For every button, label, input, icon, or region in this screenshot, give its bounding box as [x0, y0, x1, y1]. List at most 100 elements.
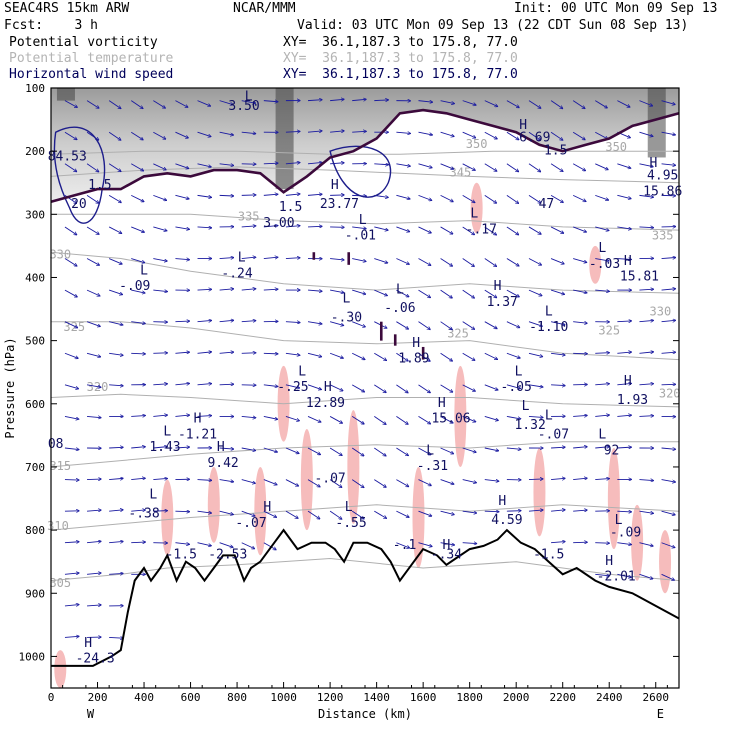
wind-vector — [617, 573, 631, 577]
wind-vector — [462, 321, 475, 330]
wind-vector — [639, 227, 653, 228]
wind-vector — [219, 320, 234, 321]
wind-vector — [109, 510, 123, 511]
hl-label: -24.3 — [76, 652, 115, 667]
theta-contour-350 — [50, 150, 679, 155]
field-theta-xy: XY= 36.1,187.3 to 175.8, 77.0 — [283, 51, 518, 66]
wind-vector — [329, 352, 343, 358]
x-tick-label: 2200 — [549, 691, 576, 704]
theta-label: 305 — [49, 576, 71, 590]
hl-label: L — [238, 251, 246, 266]
wind-vector — [551, 385, 565, 386]
wind-vector — [109, 573, 123, 574]
wind-vector — [131, 478, 145, 479]
wind-vector — [219, 100, 233, 105]
x-tick-label: 1800 — [456, 691, 483, 704]
hl-label: H — [605, 554, 613, 569]
header-center-title: NCAR/MMM — [233, 1, 296, 16]
negative-pv-region — [207, 466, 220, 543]
wind-vector — [329, 447, 342, 455]
wind-vector — [64, 289, 77, 297]
hl-label: 15.81 — [620, 270, 659, 285]
wind-vector — [396, 510, 409, 517]
wind-vector — [374, 289, 387, 295]
wind-vector — [153, 226, 166, 231]
wind-vector — [572, 100, 585, 109]
wind-vector — [595, 258, 609, 261]
hl-label: L — [345, 500, 353, 515]
terrain — [51, 528, 680, 667]
wind-vector — [153, 478, 167, 479]
wind-vector — [573, 226, 586, 232]
tropopause-line — [50, 108, 680, 203]
wind-vector — [418, 384, 430, 393]
hl-label: -.03 — [589, 257, 620, 272]
wind-vector — [352, 226, 366, 229]
wind-vector — [330, 289, 344, 293]
y-tick-label: 700 — [25, 461, 45, 474]
wind-vector — [329, 510, 342, 519]
y-tick-label: 1000 — [19, 650, 46, 663]
wind-vector — [307, 131, 322, 132]
negative-pv-region — [161, 479, 174, 556]
wind-vector — [396, 226, 409, 232]
wind-vector — [131, 289, 145, 293]
hl-label: -1.5 — [166, 548, 197, 563]
wind-vector — [462, 289, 475, 298]
theta-label: 350 — [466, 137, 488, 151]
wind-vector — [661, 320, 676, 321]
wind-vector — [64, 352, 78, 358]
wind-vector — [109, 385, 123, 386]
theta-label: 310 — [47, 519, 69, 533]
wind-vector — [130, 100, 143, 109]
hl-label: L — [470, 206, 478, 221]
hl-label: 15.86 — [643, 184, 682, 199]
hl-label: 84.53 — [48, 150, 87, 165]
theta-label: 330 — [650, 304, 672, 318]
hl-label: -.17 — [466, 222, 497, 237]
theta-contour-335 — [51, 213, 680, 231]
theta-contour-345 — [50, 166, 680, 184]
wind-vector — [595, 290, 609, 291]
theta-label: 330 — [49, 248, 71, 262]
wind-vector — [418, 131, 432, 135]
wind-vector — [175, 259, 189, 260]
wind-vector — [109, 447, 123, 448]
wind-vector — [197, 320, 212, 321]
wind-vector — [639, 289, 653, 290]
wind-vector — [506, 384, 521, 389]
wind-vector — [484, 100, 498, 107]
negative-pv-region — [254, 466, 267, 556]
wind-vector — [285, 258, 300, 259]
wind-vector — [396, 542, 409, 548]
wind-vector — [418, 194, 431, 200]
wind-vector — [285, 352, 300, 355]
wind-vector — [197, 131, 211, 136]
wind-vector — [374, 352, 386, 360]
wind-vector — [418, 226, 431, 233]
wind-vector — [506, 226, 519, 235]
wind-vector — [109, 637, 123, 638]
wind-vector — [219, 289, 234, 290]
wind-vector — [418, 321, 430, 330]
wind-vector — [528, 163, 541, 172]
wind-vector — [153, 131, 165, 139]
negative-pv-region — [659, 530, 672, 594]
wind-vector — [661, 289, 676, 290]
hl-label: 1.5 — [88, 178, 111, 193]
wind-vector — [352, 131, 366, 132]
field-pv-name: Potential vorticity — [9, 35, 158, 50]
hl-label: 15.06 — [431, 412, 470, 427]
wind-vector — [484, 352, 498, 359]
wind-vector — [550, 321, 565, 325]
wind-vector — [352, 321, 365, 327]
wind-vector — [219, 479, 234, 482]
wind-vector — [175, 163, 188, 169]
wind-vector — [285, 510, 298, 518]
hl-label: H — [84, 636, 92, 651]
wind-vector — [87, 479, 101, 480]
wind-vector — [484, 226, 497, 235]
wind-vector — [550, 100, 563, 109]
wind-vector — [64, 542, 79, 543]
x-tick-label: 0 — [48, 691, 55, 704]
